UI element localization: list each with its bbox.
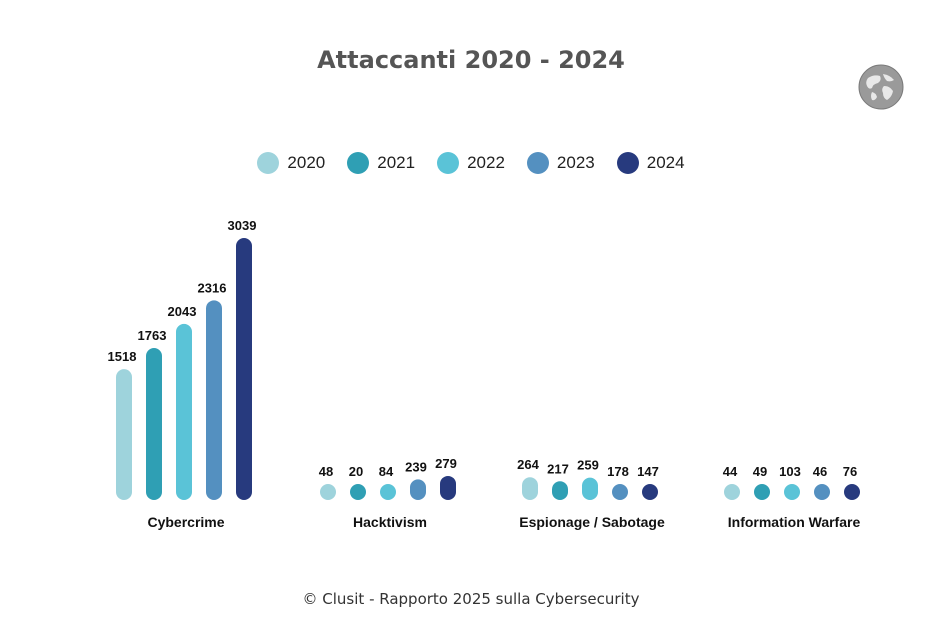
- legend-item-2023: 2023: [526, 152, 595, 174]
- data-label: 48: [319, 464, 333, 479]
- data-label: 46: [813, 464, 827, 479]
- legend-label: 2024: [646, 153, 685, 172]
- data-label: 49: [753, 464, 767, 479]
- data-label: 217: [547, 461, 569, 476]
- legend-label: 2022: [467, 153, 505, 172]
- data-label: 76: [843, 464, 857, 479]
- legend-swatch: [257, 152, 280, 174]
- legend-item-2024: 2024: [616, 152, 685, 174]
- data-label: 178: [607, 464, 629, 479]
- bar-espionage-sabotage-2022: [582, 477, 598, 500]
- bar-cybercrime-2024: [236, 238, 252, 500]
- legend: 2020 2021 2022 2023 2024: [0, 152, 942, 174]
- footer-credit: © Clusit - Rapporto 2025 sulla Cybersecu…: [302, 590, 640, 608]
- data-label: 1518: [108, 349, 137, 364]
- legend-label: 2020: [287, 153, 326, 172]
- bar-espionage-sabotage-2021: [552, 481, 568, 500]
- bar-information-warfare-2020: [724, 484, 740, 500]
- bar-information-warfare-2022: [784, 484, 800, 500]
- bar-information-warfare-2024: [844, 484, 860, 500]
- bar-hacktivism-2022: [380, 484, 396, 500]
- category-label: Cybercrime: [147, 514, 224, 530]
- data-label: 1763: [138, 328, 167, 343]
- bar-hacktivism-2023: [410, 479, 426, 500]
- bar-cybercrime-2022: [176, 323, 192, 500]
- bar-cybercrime-2021: [146, 348, 162, 500]
- legend-label: 2021: [377, 153, 416, 172]
- legend-label: 2023: [556, 153, 595, 172]
- data-label: 259: [577, 458, 599, 473]
- chart-title: Attaccanti 2020 - 2024: [317, 46, 625, 74]
- legend-swatch: [526, 152, 549, 174]
- bar-hacktivism-2020: [320, 484, 336, 500]
- bar-cybercrime-2020: [116, 369, 132, 500]
- bar-espionage-sabotage-2020: [522, 477, 538, 500]
- bar-hacktivism-2024: [440, 475, 456, 500]
- globe-icon: [858, 64, 904, 110]
- data-label: 239: [405, 459, 427, 474]
- bar-espionage-sabotage-2024: [642, 484, 658, 500]
- data-label: 147: [637, 464, 659, 479]
- legend-item-2022: 2022: [437, 152, 505, 174]
- data-label: 3039: [228, 218, 257, 233]
- data-label: 44: [723, 464, 738, 479]
- data-label: 2043: [168, 304, 197, 319]
- category-label: Espionage / Sabotage: [519, 514, 665, 530]
- data-label: 84: [379, 464, 394, 479]
- legend-item-2021: 2021: [347, 152, 415, 174]
- bar-information-warfare-2021: [754, 484, 770, 500]
- category-label: Hacktivism: [353, 514, 427, 530]
- legend-swatch: [347, 152, 370, 174]
- bar-cybercrime-2023: [206, 300, 222, 500]
- data-label: 20: [349, 464, 363, 479]
- legend-swatch: [616, 152, 639, 174]
- data-label: 279: [435, 456, 457, 471]
- legend-swatch: [437, 152, 460, 174]
- legend-item-2020: 2020: [257, 152, 325, 174]
- bar-information-warfare-2023: [814, 484, 830, 500]
- data-label: 103: [779, 464, 801, 479]
- category-label: Information Warfare: [728, 514, 861, 530]
- data-label: 264: [517, 457, 539, 472]
- bar-espionage-sabotage-2023: [612, 484, 628, 500]
- data-label: 2316: [198, 280, 227, 295]
- bar-hacktivism-2021: [350, 484, 366, 500]
